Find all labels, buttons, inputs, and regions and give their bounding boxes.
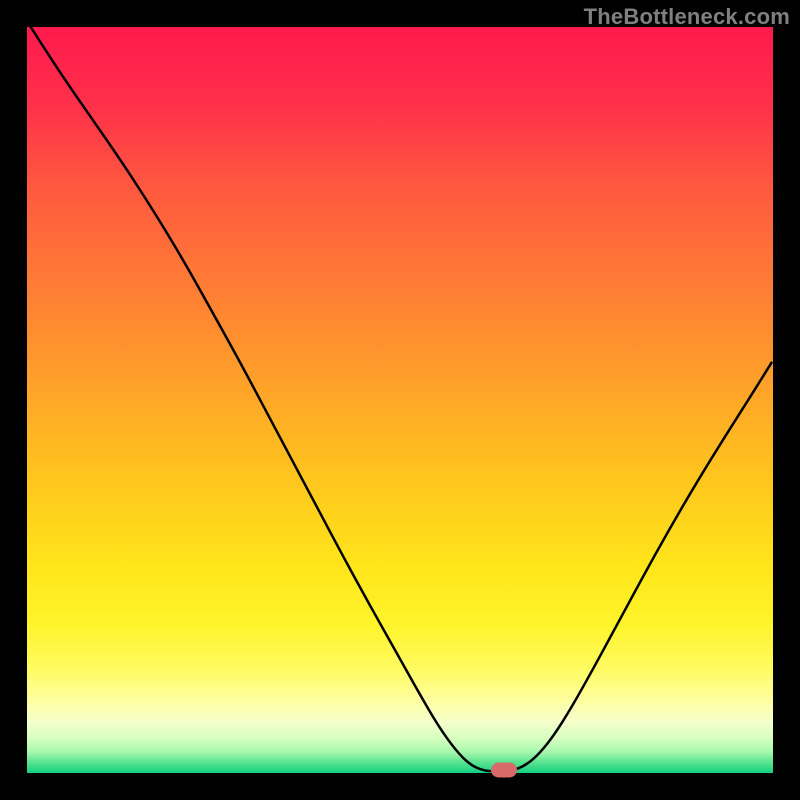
optimal-point-marker [491,762,517,777]
chart-frame: TheBottleneck.com [0,0,800,800]
plot-area [27,27,773,773]
watermark-text: TheBottleneck.com [584,4,790,30]
bottleneck-curve [27,27,773,773]
